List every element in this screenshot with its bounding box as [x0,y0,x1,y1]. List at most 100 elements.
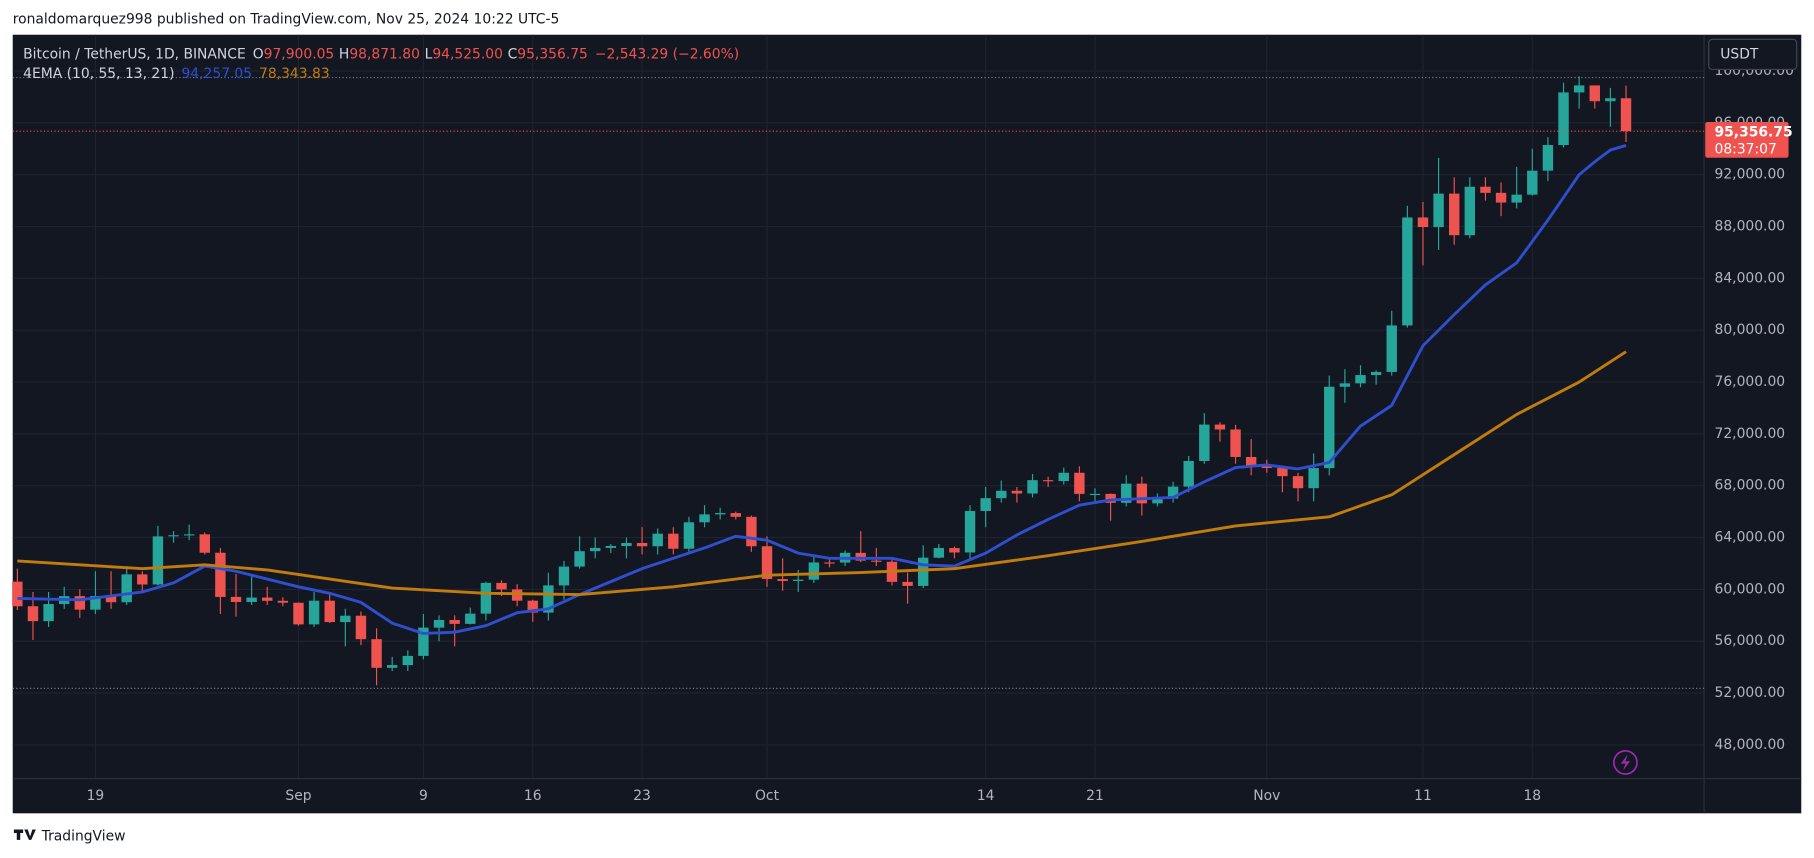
chart-panel [12,34,1802,814]
y-tick-label: 76,000.00 [1715,374,1786,390]
ohlc-key: O [253,46,264,62]
candle-body [964,510,976,553]
candle-body [1058,472,1069,482]
candle-body [1105,493,1116,503]
candle-body [402,655,414,666]
candle-body [74,596,86,610]
candle-body [1261,466,1272,468]
brand-logo [13,829,36,840]
x-tick-label: Oct [755,788,780,804]
candle-body [418,627,429,656]
candle-body [1480,186,1491,193]
candle-body [1136,483,1148,504]
candle-body [1183,460,1194,487]
y-tick-label: 72,000.00 [1715,426,1786,442]
candle-body [1511,194,1522,203]
brand-name: TradingView [41,828,126,844]
candle-body [168,535,179,537]
y-tick-label: 48,000.00 [1715,737,1786,753]
published-line: ronaldomarquez998 published on TradingVi… [13,12,560,28]
ohlc-value: 94,525.00 [432,46,503,62]
plot [12,76,1705,686]
candle-body [371,639,382,668]
currency-label: USDT [1720,46,1759,62]
candle-body [1027,480,1038,494]
y-tick-label: 56,000.00 [1715,633,1786,649]
y-tick-label: 80,000.00 [1715,322,1786,338]
indicator-legend: 4EMA (10, 55, 13, 21) 94,257.05 78,343.83 [23,66,330,82]
candle-body [152,536,164,585]
candle-body [746,516,757,547]
candle-body [449,619,460,624]
candle-body [1324,386,1335,469]
candle-body [12,581,23,607]
candle-body [808,562,820,580]
candle-body [1339,383,1351,387]
candle-body [1245,456,1257,467]
candle-body [1620,98,1632,132]
candle-body [714,513,726,515]
candle-body [1167,486,1179,499]
candle-body [496,582,507,590]
candle-body [1011,490,1023,494]
candle-body [246,597,257,602]
candle-body [761,546,773,580]
candle-body [480,582,492,614]
candle-body [793,579,804,581]
candle-body [1449,193,1460,236]
x-tick-label: 11 [1414,788,1432,804]
candle-body [1433,193,1444,228]
y-tick-label: 84,000.00 [1715,270,1786,286]
axes: 48,000.00 52,000.00 56,000.00 60,000.00 64,0… [87,63,1794,804]
candle-body [543,585,554,613]
candle-body [902,581,913,586]
candle-body [43,604,54,622]
candle-body [1558,92,1569,146]
ohlc-key: C [508,46,518,62]
x-tick-label: 23 [633,788,651,804]
candle-body [636,543,648,547]
ema-line [17,350,1627,597]
candle-body [1370,371,1382,376]
candle-body [355,615,367,640]
candle-body [1605,98,1616,102]
y-tick-label: 68,000.00 [1715,478,1786,494]
candle-body [574,551,585,567]
y-tick-label: 52,000.00 [1715,685,1786,701]
candle-body [308,600,320,625]
candle-body [668,533,679,549]
candle-body [949,548,960,553]
candle-body [1042,480,1054,482]
x-tick-label: 14 [977,788,995,804]
candle-body [105,596,117,603]
candle-body [183,534,195,536]
indicator-name: 4EMA (10, 55, 13, 21) [23,66,174,82]
ema-line [17,144,1627,635]
x-tick-label: 9 [419,788,428,804]
candle-body [1089,493,1101,496]
candle-body [1402,217,1413,326]
candle-body [855,552,866,561]
candle-body [465,613,476,624]
candle-body [1417,217,1429,228]
x-tick-label: Nov [1253,788,1280,804]
last-price-label: 95,356.75 [1715,124,1793,140]
candle-body [90,596,101,610]
currency-button[interactable] [1708,38,1798,71]
candle-body [433,619,445,628]
lightning-button[interactable] [1612,749,1638,775]
candle-body [683,522,695,549]
candle-body [1214,424,1226,430]
ohlc-key: L [425,46,433,62]
x-tick-label: 16 [524,788,542,804]
candle-body [137,574,148,585]
ohlc-value: 95,356.75 [517,46,588,62]
candle-body [1121,483,1132,503]
change-value: −2,543.29 (−2.60%) [595,46,739,62]
indicator-value: 94,257.05 [181,66,252,82]
candle-body [1308,468,1319,489]
countdown-label: 08:37:07 [1715,142,1777,158]
candle-body [27,606,39,622]
candle-body [1495,192,1507,203]
